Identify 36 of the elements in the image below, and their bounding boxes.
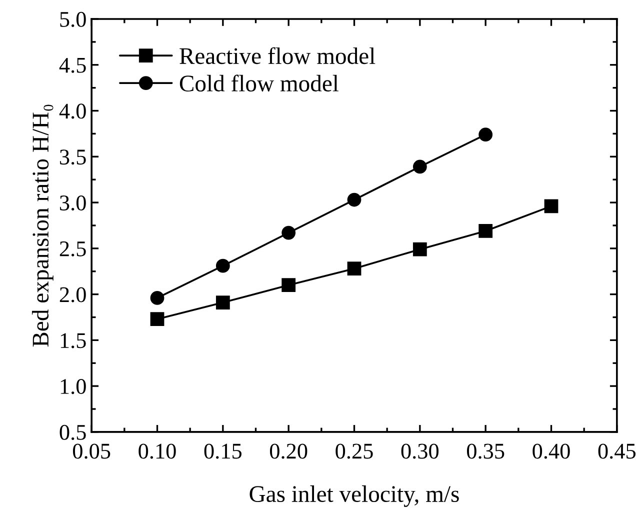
point bbox=[216, 258, 230, 273]
legend-label: Reactive flow model bbox=[180, 47, 376, 64]
x-tick-label: 0.05 bbox=[72, 444, 110, 459]
y-tick-label: 0.5 bbox=[60, 424, 86, 440]
y-tick-label: 4.0 bbox=[59, 104, 86, 119]
x-tick-label: 0.40 bbox=[532, 444, 570, 459]
point bbox=[150, 291, 164, 305]
y-tick-label: 5.0 bbox=[60, 12, 86, 28]
x-tick-label: 0.15 bbox=[204, 444, 242, 459]
point bbox=[282, 226, 296, 240]
point bbox=[150, 312, 164, 326]
point bbox=[282, 278, 296, 292]
point bbox=[412, 160, 427, 174]
point bbox=[478, 224, 493, 238]
point bbox=[347, 192, 362, 207]
x-axis-title: Gas inlet velocity, m/s bbox=[250, 485, 459, 507]
point bbox=[347, 262, 362, 276]
y-tick-label: 2.5 bbox=[60, 241, 86, 256]
legend-label: Cold flow model bbox=[180, 74, 338, 92]
point bbox=[544, 199, 558, 214]
point bbox=[412, 242, 427, 256]
y-tick-label: 2.0 bbox=[60, 287, 86, 302]
y-tick-label: 3.0 bbox=[60, 195, 86, 211]
x-tick-label: 0.35 bbox=[466, 444, 504, 459]
x-tick-label: 0.10 bbox=[138, 444, 176, 459]
y-tick-label: 1.5 bbox=[60, 333, 86, 348]
x-tick-label: 0.45 bbox=[598, 444, 636, 459]
x-tick-label: 0.25 bbox=[336, 444, 373, 459]
x-tick-label: 0.30 bbox=[401, 444, 439, 459]
point bbox=[478, 128, 493, 142]
x-tick-label: 0.20 bbox=[270, 444, 308, 459]
y-tick-label: 4.5 bbox=[59, 58, 86, 73]
y-tick-label: 3.5 bbox=[60, 150, 86, 165]
y-tick-label: 1.0 bbox=[60, 378, 86, 394]
y-axis-title: Bed expansion ratio H/H₀ bbox=[32, 104, 54, 347]
point bbox=[216, 296, 230, 310]
